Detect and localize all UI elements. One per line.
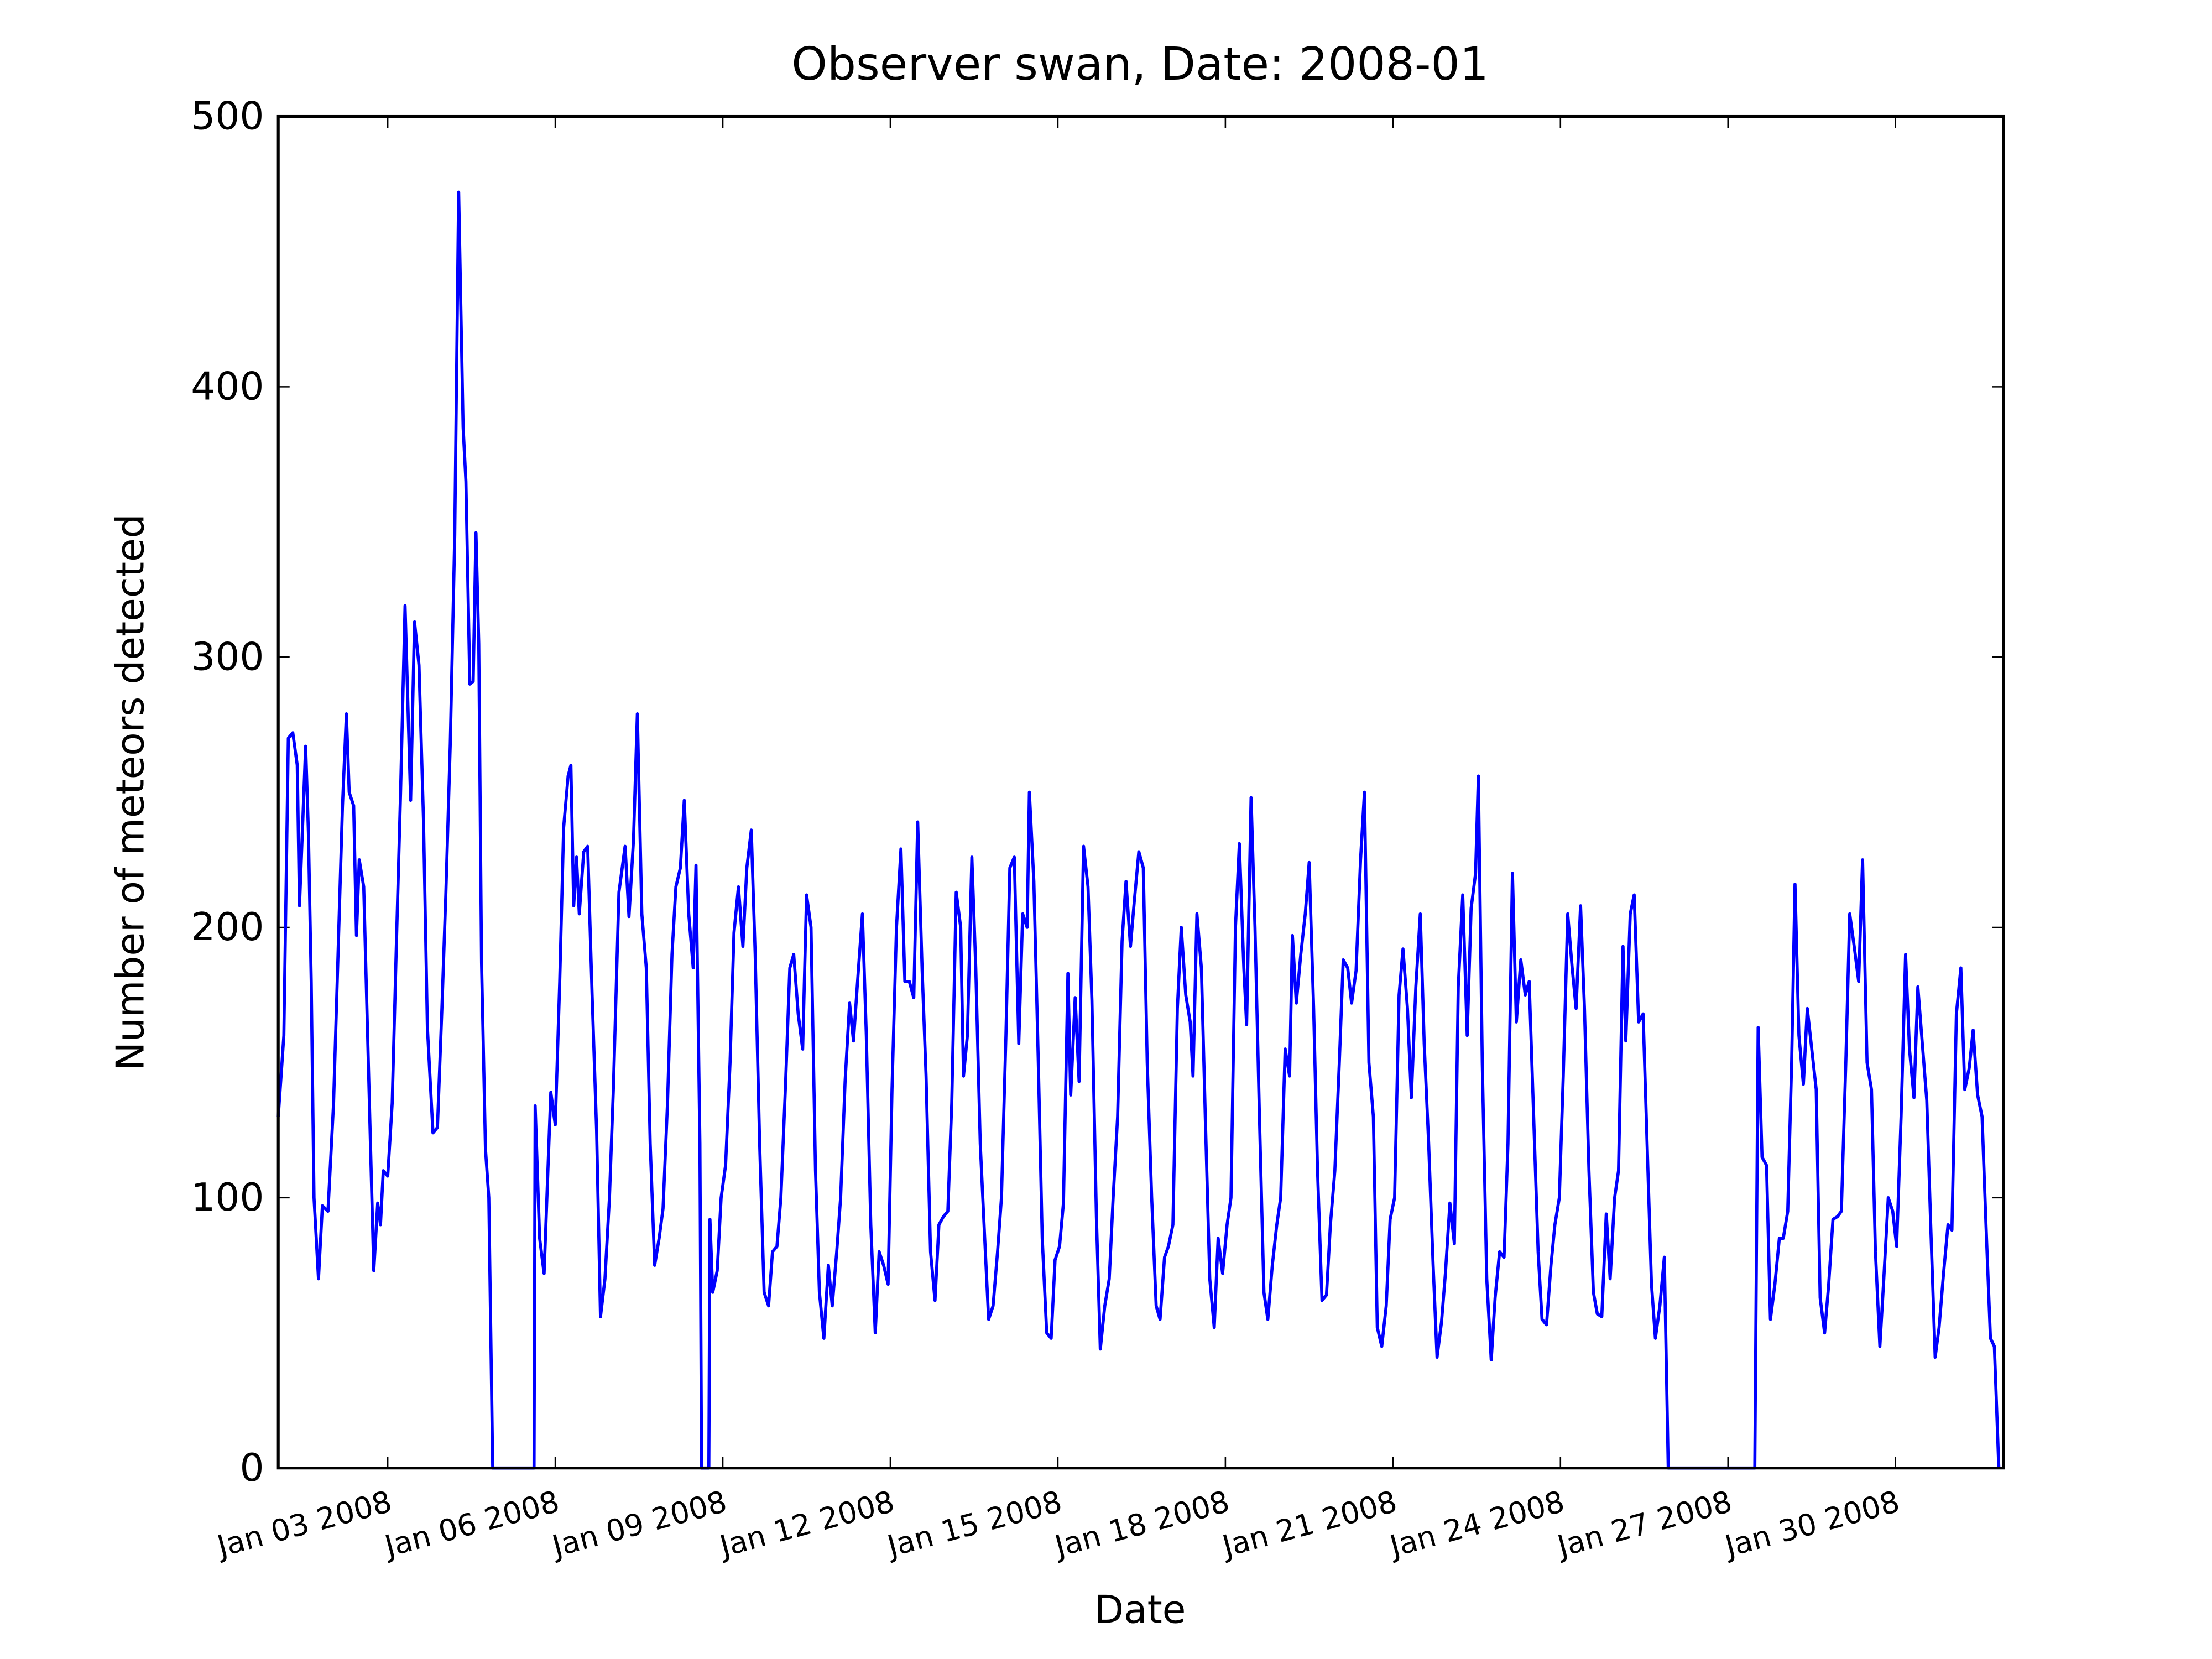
y-tick-label: 500 [191,95,264,139]
plot-frame [276,114,2005,1470]
y-tick-label: 200 [191,905,264,950]
data-line [276,190,2001,1470]
y-tick-label: 100 [191,1176,264,1220]
y-axis-label: Number of meteors detected [108,514,153,1070]
x-axis-label: Date [1094,1588,1186,1632]
y-tick-label: 300 [191,635,264,679]
chart-title: Observer swan, Date: 2008-01 [791,38,1489,91]
y-tick-label: 400 [191,364,264,409]
y-tick-label: 0 [239,1446,264,1490]
